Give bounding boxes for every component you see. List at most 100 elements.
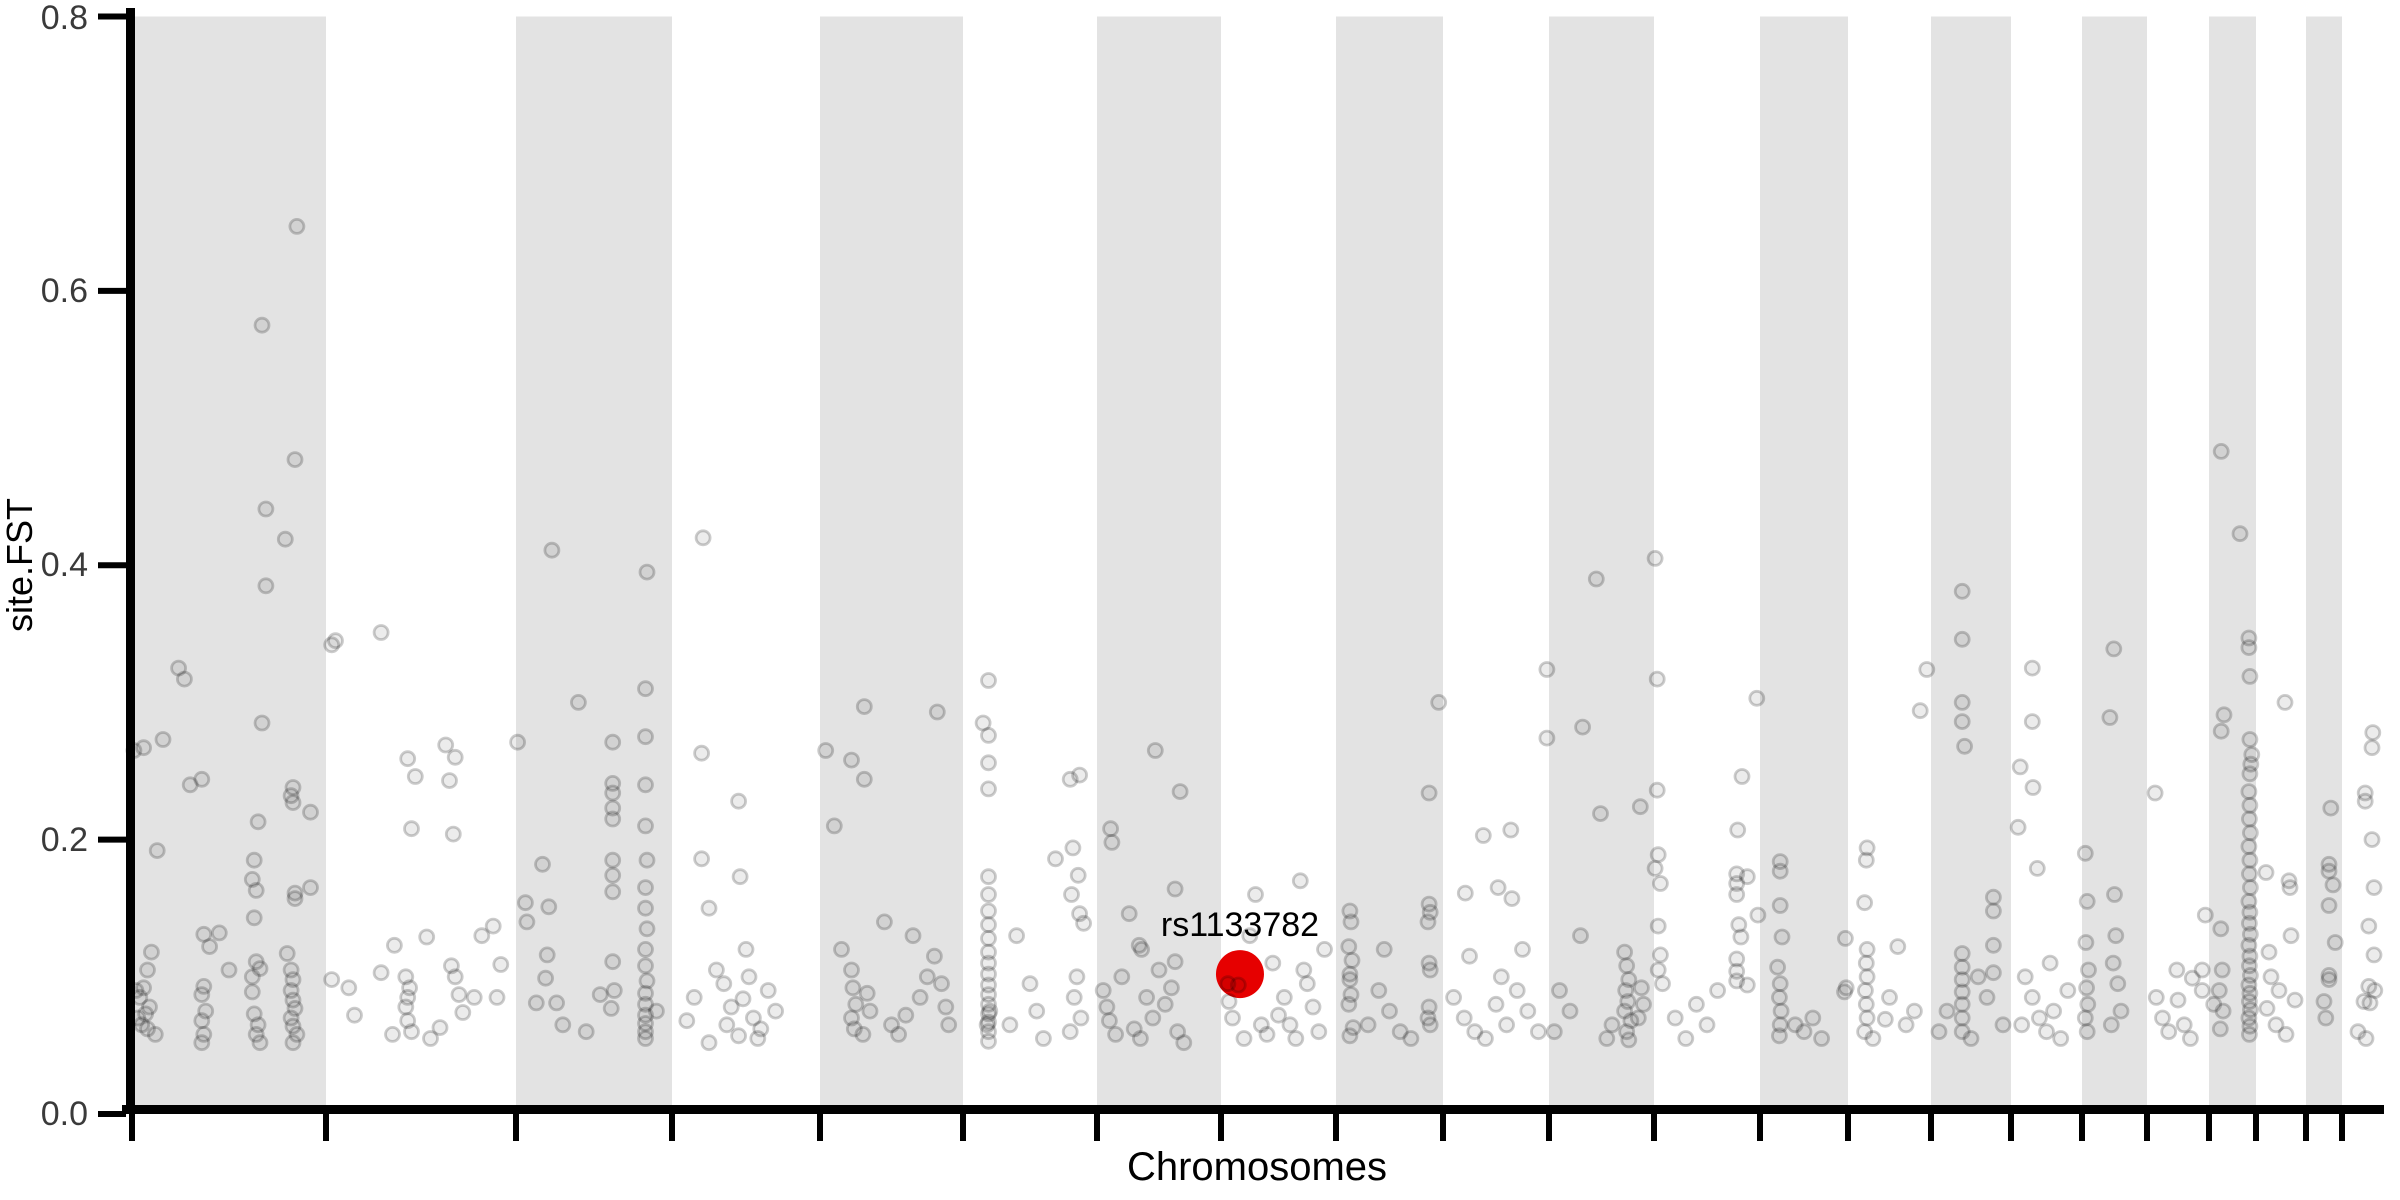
- data-point: [1677, 1030, 1695, 1047]
- data-point: [1171, 783, 1189, 800]
- data-point: [346, 1006, 363, 1024]
- data-point: [2231, 525, 2249, 543]
- data-point: [1061, 1023, 1079, 1041]
- data-point: [2241, 668, 2259, 685]
- data-point: [253, 316, 271, 334]
- data-point: [1241, 927, 1259, 945]
- data-point: [978, 1016, 996, 1034]
- data-point: [1856, 894, 1873, 912]
- data-point: [980, 916, 997, 934]
- data-point: [1953, 958, 1971, 976]
- data-point: [286, 1000, 304, 1017]
- data-point: [1229, 976, 1247, 994]
- data-point: [323, 636, 341, 654]
- data-point: [2241, 824, 2259, 842]
- data-point: [1953, 1023, 1971, 1041]
- data-point: [2080, 961, 2097, 979]
- data-point: [883, 1016, 900, 1034]
- data-point: [446, 968, 464, 986]
- data-point: [282, 961, 300, 979]
- data-point: [397, 968, 415, 986]
- data-point: [1603, 1016, 1621, 1034]
- data-point: [1813, 1030, 1830, 1047]
- data-point: [1836, 983, 1853, 1001]
- data-point: [980, 965, 997, 983]
- data-point: [1166, 880, 1184, 898]
- data-point: [937, 998, 955, 1016]
- data-point: [980, 868, 997, 886]
- data-point: [2364, 724, 2382, 741]
- data-point: [245, 909, 263, 927]
- data-point: [1445, 989, 1462, 1006]
- data-point: [1795, 1023, 1813, 1041]
- data-point: [855, 698, 873, 715]
- data-point: [2193, 961, 2211, 979]
- data-point: [2059, 982, 2077, 999]
- data-point: [1897, 1016, 1915, 1034]
- data-point: [1857, 851, 1875, 869]
- data-point: [2154, 1009, 2171, 1027]
- data-point: [1654, 975, 1671, 993]
- data-point: [249, 1016, 267, 1034]
- data-point: [193, 986, 211, 1003]
- data-point: [422, 1030, 439, 1047]
- data-point: [170, 659, 188, 677]
- data-point: [2241, 851, 2259, 869]
- data-point: [1498, 1016, 1515, 1034]
- data-point: [1749, 906, 1767, 924]
- data-point: [1421, 1016, 1439, 1034]
- data-point: [288, 1026, 306, 1043]
- data-point: [1648, 781, 1666, 799]
- data-point: [454, 1004, 472, 1021]
- data-point: [1953, 694, 1971, 711]
- data-point: [135, 739, 153, 757]
- data-point: [637, 817, 654, 835]
- data-point: [257, 577, 275, 595]
- data-point: [2243, 746, 2261, 763]
- data-point: [1666, 1009, 1684, 1027]
- data-point: [694, 529, 712, 547]
- highlight-label: rs1133782: [1161, 906, 1319, 944]
- data-point: [2168, 961, 2186, 979]
- data-point: [1688, 995, 1705, 1013]
- data-point: [2257, 864, 2275, 881]
- data-point: [253, 714, 271, 732]
- data-point: [637, 941, 654, 958]
- data-point: [2023, 659, 2041, 677]
- data-point: [195, 1026, 213, 1043]
- data-point: [1071, 905, 1088, 923]
- data-point: [1340, 938, 1358, 955]
- data-point: [1340, 995, 1358, 1013]
- data-point: [980, 943, 997, 961]
- data-point: [1107, 1026, 1124, 1043]
- data-point: [1061, 770, 1079, 788]
- data-point: [399, 989, 417, 1006]
- data-point: [980, 780, 997, 798]
- data-point: [890, 1026, 907, 1043]
- data-point: [1381, 1002, 1398, 1020]
- data-point: [693, 850, 710, 868]
- data-point: [247, 882, 265, 899]
- data-point: [1772, 1002, 1790, 1020]
- data-point: [193, 770, 211, 788]
- data-point: [980, 902, 997, 920]
- data-point: [844, 979, 862, 997]
- data-point: [2241, 1001, 2259, 1019]
- data-point: [752, 1020, 770, 1038]
- data-point: [1953, 582, 1971, 600]
- data-point: [1864, 1030, 1882, 1047]
- data-point: [473, 927, 491, 945]
- data-point: [2240, 639, 2258, 656]
- data-point: [1771, 975, 1789, 993]
- data-point: [1503, 890, 1521, 907]
- data-point: [2241, 731, 2259, 748]
- data-point: [2276, 694, 2294, 711]
- data-point: [284, 971, 302, 988]
- data-point: [154, 731, 172, 748]
- data-point: [1101, 1012, 1118, 1030]
- data-point: [911, 989, 929, 1006]
- data-point: [1430, 694, 1448, 711]
- data-point: [220, 961, 238, 979]
- data-point: [1341, 902, 1359, 920]
- data-point: [1502, 821, 1520, 839]
